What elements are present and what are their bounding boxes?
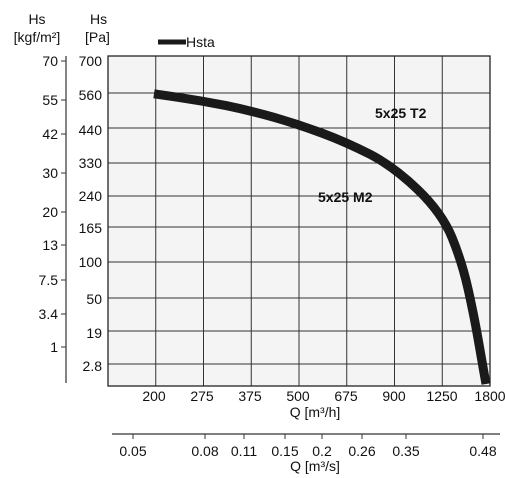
x-bottom-tick-label: 0.05: [119, 443, 146, 459]
y-outer-tick-label: 30: [42, 165, 58, 181]
x-bottom-tick-label: 0.2: [312, 443, 332, 459]
x-bottom-axis-label: Q [m³/s]: [290, 458, 340, 474]
x-top-tick-label: 900: [382, 388, 406, 404]
x-bottom-tick-label: 0.08: [191, 443, 218, 459]
y-inner-label-line1: Hs: [90, 11, 107, 27]
y-outer-tick-label: 7.5: [39, 272, 59, 288]
x-bottom-tick-label: 0.11: [231, 443, 257, 459]
plot-frame: [107, 55, 491, 387]
y-outer-label-line2: [kgf/m²]: [14, 29, 61, 45]
x-top-tick-labels: 200 275 375 500 675 900 1250 1800: [142, 388, 505, 404]
y-outer-tick-label: 70: [42, 53, 58, 69]
y-outer-tick-label: 3.4: [39, 306, 59, 322]
y-inner-tick-label: 50: [86, 291, 102, 307]
y-inner-label-line2: [Pa]: [85, 29, 110, 45]
y-outer-tick-label: 13: [42, 237, 58, 253]
x-top-tick-label: 1800: [474, 388, 505, 404]
y-outer-tick-label: 20: [42, 204, 58, 220]
y-inner-tick-label: 19: [86, 325, 102, 341]
x-top-tick-label: 200: [142, 388, 166, 404]
annotation-5x25-m2: 5x25 M2: [318, 189, 373, 205]
y-inner-tick-label: 560: [79, 87, 103, 103]
y-inner-tick-label: 330: [79, 155, 103, 171]
x-top-tick-label: 375: [238, 388, 262, 404]
x-bottom-tick-labels: 0.05 0.08 0.11 0.15 0.2 0.26 0.35 0.48: [119, 434, 497, 459]
y-outer-label-line1: Hs: [28, 11, 45, 27]
y-inner-tick-label: 240: [79, 188, 103, 204]
x-top-tick-label: 675: [334, 388, 358, 404]
plot-grid: [107, 55, 491, 387]
y-inner-tick-label: 2.8: [83, 358, 103, 374]
y-inner-tick-label: 700: [79, 53, 103, 69]
legend: Hsta: [158, 34, 215, 50]
x-bottom-tick-label: 0.35: [392, 443, 419, 459]
x-bottom-tick-label: 0.48: [469, 443, 496, 459]
x-bottom-tick-label: 0.15: [271, 443, 298, 459]
x-top-tick-label: 1250: [426, 388, 457, 404]
y-inner-tick-label: 100: [79, 254, 103, 270]
y-outer-tick-label: 1: [50, 339, 58, 355]
annotation-5x25-t2: 5x25 T2: [375, 105, 427, 121]
y-outer-tick-labels: 70 55 42 30 20 13 7.5 3.4 1: [39, 53, 67, 383]
x-top-tick-label: 500: [286, 388, 310, 404]
legend-label: Hsta: [186, 34, 215, 50]
y-inner-tick-label: 165: [79, 220, 103, 236]
x-top-tick-label: 275: [190, 388, 214, 404]
y-outer-tick-label: 55: [42, 92, 58, 108]
y-inner-tick-label: 440: [79, 122, 103, 138]
y-inner-tick-labels: 700 560 440 330 240 165 100 50 19 2.8: [79, 53, 103, 374]
x-bottom-tick-label: 0.26: [348, 443, 375, 459]
x-top-axis-label: Q [m³/h]: [290, 404, 341, 420]
y-outer-tick-label: 42: [42, 126, 58, 142]
hsta-curve: [153, 89, 491, 385]
